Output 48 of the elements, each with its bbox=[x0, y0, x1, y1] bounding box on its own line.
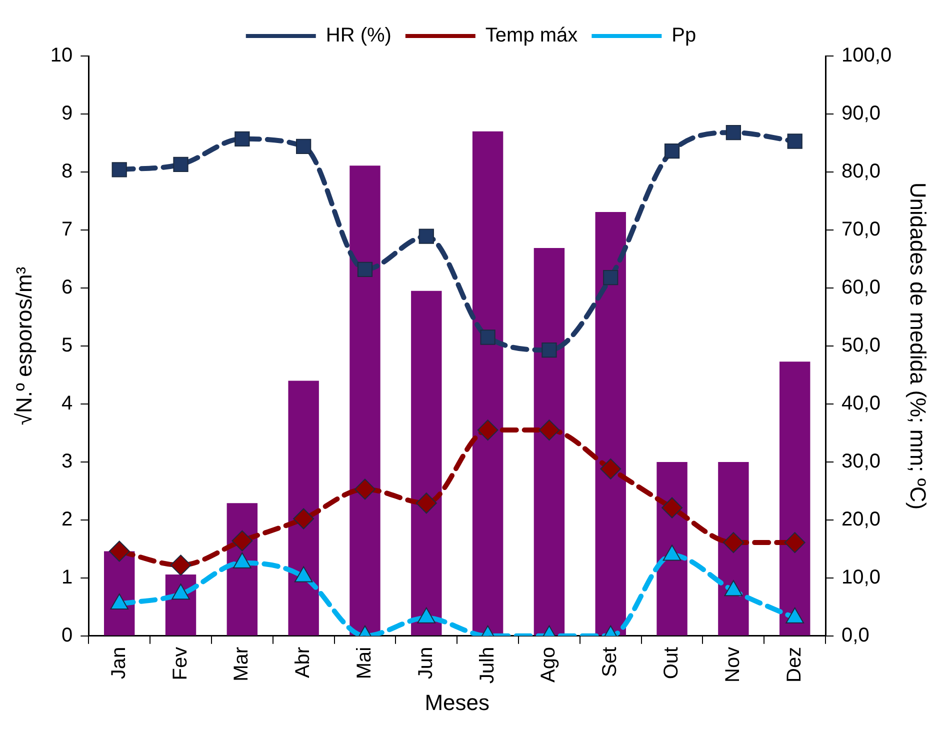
bar bbox=[718, 462, 749, 636]
x-tick-label: Dez bbox=[783, 646, 806, 682]
y-tick-label: 10 bbox=[50, 44, 73, 67]
y-axis-title: √N.º esporos/m³ bbox=[11, 266, 36, 426]
x-tick-label: Out bbox=[660, 646, 683, 680]
legend-label: HR (%) bbox=[326, 24, 392, 47]
y-tick-label: 8 bbox=[62, 160, 73, 182]
bar bbox=[779, 362, 810, 636]
y-tick-label: 0 bbox=[62, 624, 73, 646]
x-tick-label: Jun bbox=[414, 646, 437, 680]
x-tick-label: Mar bbox=[230, 646, 253, 682]
y2-tick-label: 60,0 bbox=[842, 276, 880, 298]
y-tick-label: 9 bbox=[62, 102, 73, 125]
bar bbox=[288, 380, 319, 636]
x-tick-label: Set bbox=[599, 646, 622, 677]
legend-label: Temp máx bbox=[485, 24, 578, 47]
y2-tick-label: 30,0 bbox=[842, 450, 880, 472]
y-tick-label: 7 bbox=[62, 218, 73, 240]
x-tick-label: Abr bbox=[292, 646, 314, 678]
y-tick-label: 4 bbox=[62, 392, 73, 414]
y2-tick-label: 100,0 bbox=[842, 44, 892, 67]
y2-tick-label: 10,0 bbox=[842, 566, 880, 588]
y2-tick-label: 0,0 bbox=[842, 624, 870, 646]
y2-tick-label: 50,0 bbox=[842, 334, 880, 356]
bar bbox=[350, 166, 380, 636]
y2-tick-label: 80,0 bbox=[842, 160, 880, 182]
x-tick-label: Fev bbox=[169, 646, 192, 680]
y2-tick-label: 90,0 bbox=[842, 102, 880, 125]
y-tick-label: 1 bbox=[62, 566, 73, 588]
y2-tick-label: 20,0 bbox=[842, 508, 880, 530]
x-axis-title: Meses bbox=[424, 690, 490, 715]
legend-label: Pp bbox=[672, 24, 696, 47]
x-tick-label: Jan bbox=[108, 646, 130, 680]
x-tick-label: Ago bbox=[538, 646, 560, 683]
y-tick-label: 3 bbox=[62, 450, 73, 472]
x-tick-label: Nov bbox=[722, 646, 744, 682]
y-tick-label: 2 bbox=[62, 508, 73, 530]
y2-tick-label: 70,0 bbox=[842, 218, 880, 240]
bar bbox=[411, 290, 442, 636]
x-tick-label: Julh bbox=[476, 646, 498, 684]
x-tick-label: Mai bbox=[354, 646, 376, 680]
y-tick-label: 6 bbox=[62, 276, 73, 298]
y2-axis-title: Unidades de medida (%; mm; ºC) bbox=[906, 182, 931, 510]
bar bbox=[534, 248, 565, 636]
bar bbox=[472, 131, 504, 636]
y2-tick-label: 40,0 bbox=[842, 392, 880, 414]
bar bbox=[595, 212, 626, 636]
y-tick-label: 5 bbox=[62, 334, 73, 356]
